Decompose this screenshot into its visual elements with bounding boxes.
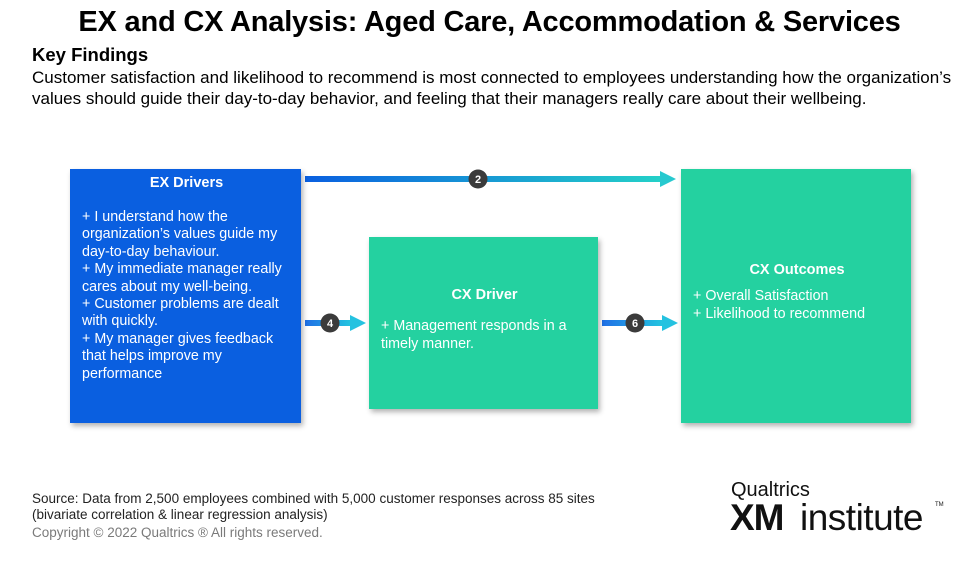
badge-6: 6 — [632, 318, 638, 330]
arrow-cxdriver-to-outcomes: 6 — [602, 313, 678, 333]
logo-xm-text: XM — [730, 497, 784, 538]
source-note: Source: Data from 2,500 employees combin… — [32, 491, 595, 523]
page-title: EX and CX Analysis: Aged Care, Accommoda… — [78, 6, 901, 38]
ex-drivers-box: EX Drivers + I understand how the organi… — [70, 169, 301, 423]
badge-4: 4 — [327, 318, 334, 330]
ex-driver-item: + My immediate manager really cares abou… — [82, 261, 282, 295]
cx-outcome-item: + Likelihood to recommend — [693, 306, 866, 322]
logo-qualtrics-text: Qualtrics — [731, 479, 810, 501]
source-line-1: Source: Data from 2,500 employees combin… — [32, 491, 595, 506]
ex-driver-item: + Customer problems are dealt with quick… — [82, 296, 279, 330]
xm-institute-logo: Qualtrics XM institute TM — [730, 478, 945, 542]
cx-driver-item: + Management responds in a timely manner… — [381, 318, 567, 352]
copyright-note: Copyright © 2022 Qualtrics ® All rights … — [32, 525, 323, 540]
ex-driver-item: + My manager gives feedback that helps i… — [82, 330, 274, 382]
cx-driver-title: CX Driver — [451, 287, 518, 303]
cx-outcomes-box: CX Outcomes + Overall Satisfaction + Lik… — [681, 169, 911, 423]
ex-driver-item: + I understand how the organization’s va… — [82, 209, 278, 260]
source-line-2: (bivariate correlation & linear regressi… — [32, 507, 328, 522]
cx-driver-box: CX Driver + Management responds in a tim… — [369, 237, 598, 409]
logo-institute-text: institute — [800, 497, 924, 538]
key-findings-heading: Key Findings — [32, 44, 149, 65]
ex-drivers-title: EX Drivers — [149, 175, 224, 191]
key-findings-text: Customer satisfaction and likelihood to … — [32, 68, 952, 108]
arrow-ex-to-cxdriver: 4 — [305, 313, 366, 333]
badge-2: 2 — [475, 174, 481, 186]
cx-outcomes-list: + Overall Satisfaction + Likelihood to r… — [693, 287, 901, 323]
arrow-ex-to-outcomes: 2 — [305, 169, 676, 189]
cx-driver-list: + Management responds in a timely manner… — [381, 317, 588, 353]
cx-outcomes-title: CX Outcomes — [749, 262, 845, 278]
cx-outcome-item: + Overall Satisfaction — [693, 288, 829, 304]
ex-drivers-list: + I understand how the organization’s va… — [82, 209, 291, 383]
logo-tm-mark: TM — [935, 502, 944, 508]
